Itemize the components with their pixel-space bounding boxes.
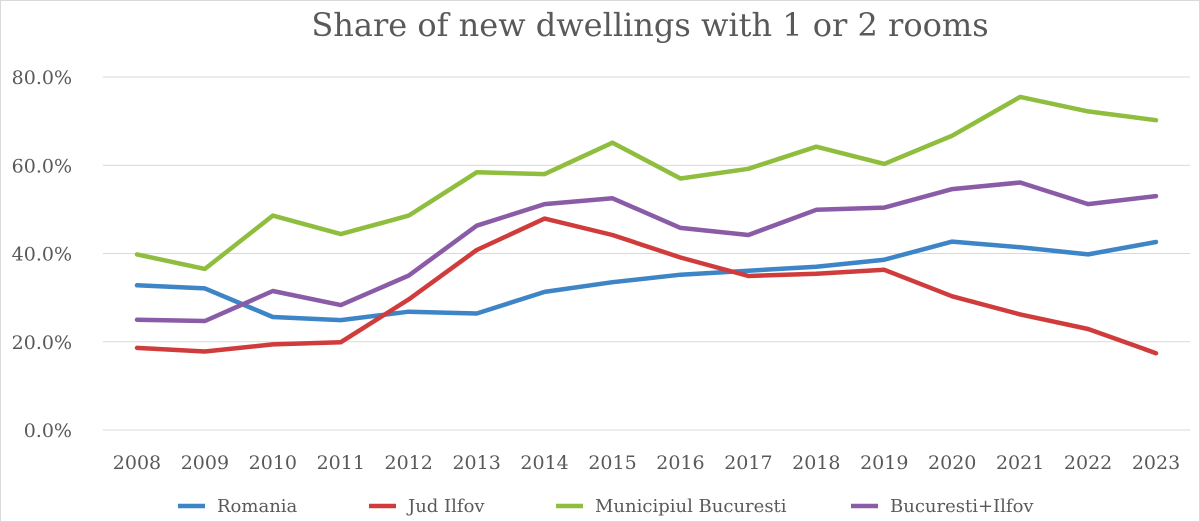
legend-label: Municipiul Bucuresti xyxy=(595,496,787,517)
legend-label: Jud Ilfov xyxy=(406,496,485,517)
y-tick-label: 60.0% xyxy=(12,155,72,177)
series-line-jud-ilfov xyxy=(134,216,1159,356)
x-tick-label: 2023 xyxy=(1132,452,1180,474)
x-tick-label: 2010 xyxy=(249,452,297,474)
x-tick-label: 2011 xyxy=(317,452,365,474)
series-lines xyxy=(134,94,1159,356)
y-tick-label: 40.0% xyxy=(12,244,72,266)
x-tick-label: 2019 xyxy=(860,452,908,474)
legend-label: Romania xyxy=(217,496,298,517)
x-tick-label: 2013 xyxy=(452,452,500,474)
x-tick-label: 2017 xyxy=(724,452,772,474)
x-tick-label: 2015 xyxy=(588,452,636,474)
y-tick-label: 20.0% xyxy=(12,332,72,354)
y-tick-label: 0.0% xyxy=(24,420,72,442)
legend: Romania Jud Ilfov Municipiul Bucuresti Bucu… xyxy=(178,496,1034,517)
gridlines xyxy=(103,76,1190,431)
x-tick-label: 2018 xyxy=(792,452,840,474)
x-tick-label: 2008 xyxy=(113,452,161,474)
legend-label: Bucuresti+Ilfov xyxy=(890,496,1034,517)
x-tick-label: 2012 xyxy=(385,452,433,474)
x-tick-label: 2009 xyxy=(181,452,229,474)
x-tick-label: 2022 xyxy=(1064,452,1112,474)
series-line-romania xyxy=(134,239,1159,323)
x-tick-label: 2021 xyxy=(996,452,1044,474)
y-tick-label: 80.0% xyxy=(12,67,72,89)
x-tick-label: 2016 xyxy=(656,452,704,474)
chart-title: Share of new dwellings with 1 or 2 rooms xyxy=(311,6,988,44)
x-axis-ticks: 2008 2009 2010 2011 2012 2013 2014 2015 2016 2017… xyxy=(113,452,1180,474)
y-axis-ticks: 0.0% 20.0% 40.0% 60.0% 80.0% xyxy=(12,67,72,442)
series-line-municipiul-bucuresti xyxy=(134,94,1159,272)
series-line-bucuresti-ilfov xyxy=(134,180,1159,324)
x-tick-label: 2020 xyxy=(928,452,976,474)
x-tick-label: 2014 xyxy=(520,452,568,474)
